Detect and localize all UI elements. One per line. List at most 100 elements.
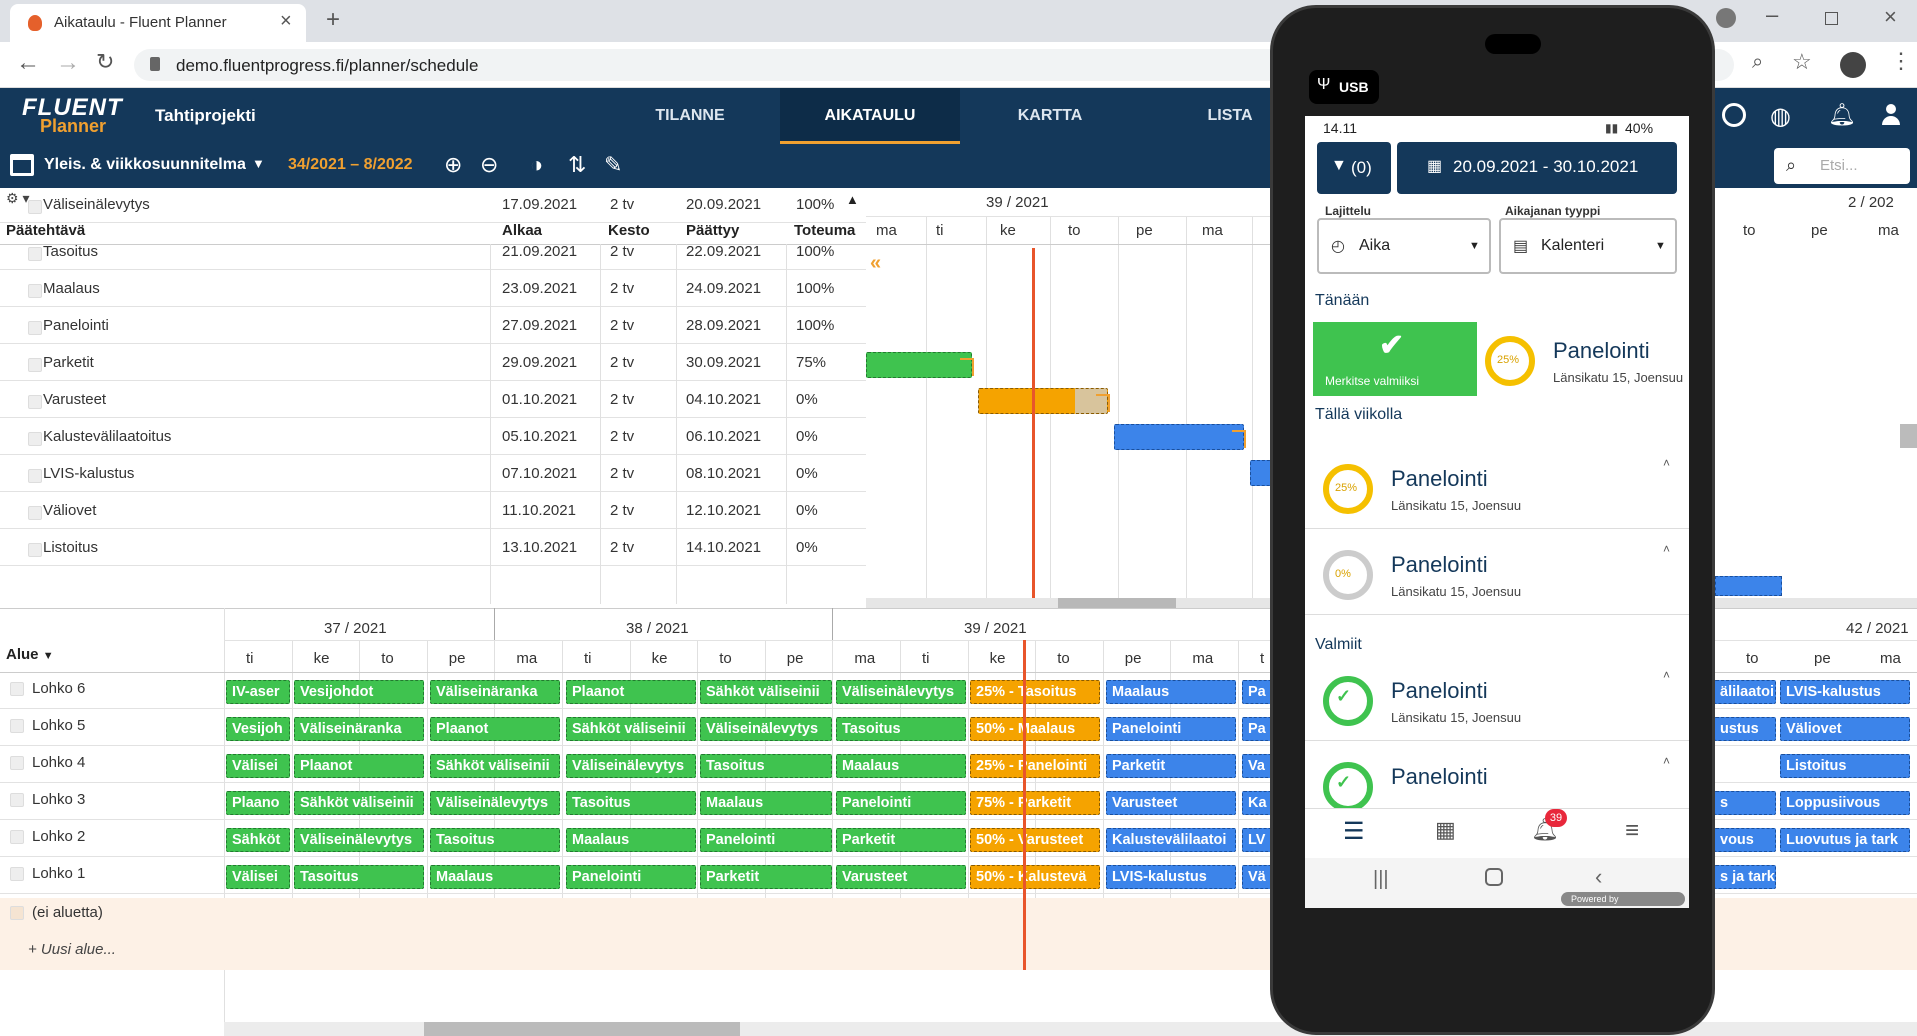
collapse-arrow-icon[interactable]: ▲ (846, 192, 859, 207)
lane-task-bar[interactable]: Pa (1242, 717, 1272, 741)
lane-task-bar[interactable]: Loppusiivous (1780, 791, 1910, 815)
help-icon[interactable] (1722, 103, 1746, 127)
lane-task-bar[interactable]: s ja tark (1714, 865, 1776, 889)
zoom-out-icon[interactable]: ⊖ (480, 152, 499, 177)
col-header-duration[interactable]: Kesto (608, 222, 650, 239)
filter-button[interactable]: ▼ (0) (1317, 142, 1391, 194)
menu-nav-icon[interactable]: ≡ (1625, 817, 1640, 844)
lane-task-bar[interactable]: Sähköt väliseinii (700, 680, 832, 704)
lane-task-bar[interactable]: Parketit (700, 865, 832, 889)
lane-task-bar[interactable]: Väliovet (1780, 717, 1910, 741)
lane-task-bar[interactable]: Panelointi (700, 828, 832, 852)
lane-task-bar[interactable]: Tasoitus (294, 865, 424, 889)
browser-menu-icon[interactable]: ⋮ (1890, 48, 1912, 73)
magic-wand-icon[interactable]: ✎ (604, 152, 623, 177)
profile-icon[interactable] (1716, 8, 1736, 28)
lane-task-bar[interactable]: Plaano (226, 791, 290, 815)
area-checkbox[interactable] (10, 682, 24, 696)
close-tab-icon[interactable]: × (280, 10, 292, 32)
lane-task-bar[interactable]: Vä (1242, 865, 1272, 889)
lane-task-bar[interactable]: 75% - Parketit (970, 791, 1100, 815)
lane-task-bar[interactable]: Panelointi (836, 791, 966, 815)
lane-task-bar[interactable]: Tasoitus (430, 828, 560, 852)
lane-task-bar[interactable]: Tasoitus (566, 791, 696, 815)
lane-task-bar[interactable]: 25% - Tasoitus (970, 680, 1100, 704)
bottom-scroll-thumb[interactable] (424, 1022, 740, 1036)
language-globe-icon[interactable]: ◍ (1770, 103, 1791, 130)
zoom-in-icon[interactable]: ⊕ (444, 152, 463, 177)
lane-task-bar[interactable]: 50% - Varusteet (970, 828, 1100, 852)
lane-task-bar[interactable]: Parketit (1106, 754, 1236, 778)
task-checkbox[interactable] (28, 395, 42, 409)
search-box[interactable]: ⌕ Etsi... (1774, 148, 1910, 184)
reload-icon[interactable]: ↻ (96, 49, 115, 74)
col-header-task[interactable]: Päätehtävä (6, 222, 86, 239)
lane-task-bar[interactable]: Plaanot (566, 680, 696, 704)
chevron-down-icon[interactable]: ▼ (252, 156, 265, 171)
back-chevrons-icon[interactable]: « (870, 252, 882, 274)
area-checkbox[interactable] (10, 830, 24, 844)
zoom-icon[interactable]: ⌕ (1752, 51, 1764, 73)
area-checkbox[interactable] (10, 906, 24, 920)
card-title[interactable]: Panelointi (1391, 764, 1488, 789)
timeline-select[interactable]: ▤ Kalenteri ▼ (1499, 218, 1677, 274)
lane-task-bar[interactable]: LV (1242, 828, 1272, 852)
new-area-link[interactable]: + Uusi alue... (28, 941, 116, 958)
lane-task-bar[interactable]: Maalaus (836, 754, 966, 778)
area-sort-icon[interactable]: ▼ (42, 650, 54, 662)
tab-tilanne[interactable]: TILANNE (655, 107, 725, 124)
task-bar-panelointi[interactable] (866, 352, 972, 378)
chevron-up-icon[interactable]: ˄ (1663, 754, 1671, 768)
bookmark-star-icon[interactable]: ☆ (1792, 49, 1812, 74)
lane-task-bar[interactable]: Maalaus (566, 828, 696, 852)
task-checkbox[interactable] (28, 284, 42, 298)
user-icon[interactable] (1882, 104, 1900, 126)
home-icon[interactable] (1485, 868, 1503, 886)
lane-task-bar[interactable]: Vesijohdot (294, 680, 424, 704)
lane-task-bar[interactable]: Vesijoh (226, 717, 290, 741)
task-bar-varusteet[interactable] (1114, 424, 1244, 450)
lane-task-bar[interactable]: Väliseinäranka (430, 680, 560, 704)
tab-aikataulu[interactable]: AIKATAULU (780, 88, 960, 144)
top-hscrollbar-right[interactable] (1715, 598, 1917, 608)
forward-icon[interactable]: → (56, 49, 80, 76)
area-checkbox[interactable] (10, 793, 24, 807)
area-header[interactable]: Alue ▼ (6, 646, 54, 663)
col-header-start[interactable]: Alkaa (502, 222, 543, 239)
lane-task-bar[interactable]: Sähköt väliseinii (294, 791, 424, 815)
contrast-icon[interactable]: ◑ (530, 152, 544, 177)
sort-arrows-icon[interactable]: ⇅ (568, 152, 587, 177)
project-title[interactable]: Tahtiprojekti (155, 106, 256, 125)
new-tab-icon[interactable]: + (326, 6, 341, 33)
lane-task-bar[interactable]: Panelointi (1106, 717, 1236, 741)
task-bar-parketit[interactable] (978, 388, 1108, 414)
lane-task-bar[interactable]: Sähköt (226, 828, 290, 852)
area-checkbox[interactable] (10, 719, 24, 733)
lane-task-bar[interactable]: Kalustevälilaatoi (1106, 828, 1236, 852)
vertical-scroll-thumb[interactable] (1900, 424, 1917, 448)
task-checkbox[interactable] (28, 321, 42, 335)
lane-task-bar[interactable]: Väliseinälevytys (836, 680, 966, 704)
lane-task-bar[interactable]: 25% - Panelointi (970, 754, 1100, 778)
minimize-icon[interactable]: – (1766, 2, 1779, 27)
lane-task-bar[interactable]: 50% - Maalaus (970, 717, 1100, 741)
lane-task-bar[interactable]: IV-aser (226, 680, 290, 704)
card-title[interactable]: Panelointi (1391, 678, 1488, 703)
task-checkbox[interactable] (28, 200, 42, 214)
card-title[interactable]: Panelointi (1391, 552, 1488, 577)
logo[interactable]: FLUENT Planner (22, 94, 123, 137)
lane-task-bar[interactable]: Luovutus ja tark (1780, 828, 1910, 852)
task-bar-blue[interactable] (1715, 576, 1782, 596)
lane-task-bar[interactable]: vous (1714, 828, 1776, 852)
lane-task-bar[interactable]: Varusteet (836, 865, 966, 889)
task-checkbox[interactable] (28, 432, 42, 446)
chevron-up-icon[interactable]: ˄ (1663, 542, 1671, 556)
lane-task-bar[interactable]: Välisei (226, 754, 290, 778)
list-nav-icon[interactable]: ☰ (1343, 818, 1365, 845)
lane-task-bar[interactable]: Panelointi (566, 865, 696, 889)
browser-tab[interactable]: Aikataulu - Fluent Planner × (10, 4, 306, 42)
lane-task-bar[interactable]: 50% - Kalustevä (970, 865, 1100, 889)
area-checkbox[interactable] (10, 867, 24, 881)
task-checkbox[interactable] (28, 506, 42, 520)
task-checkbox[interactable] (28, 247, 42, 261)
